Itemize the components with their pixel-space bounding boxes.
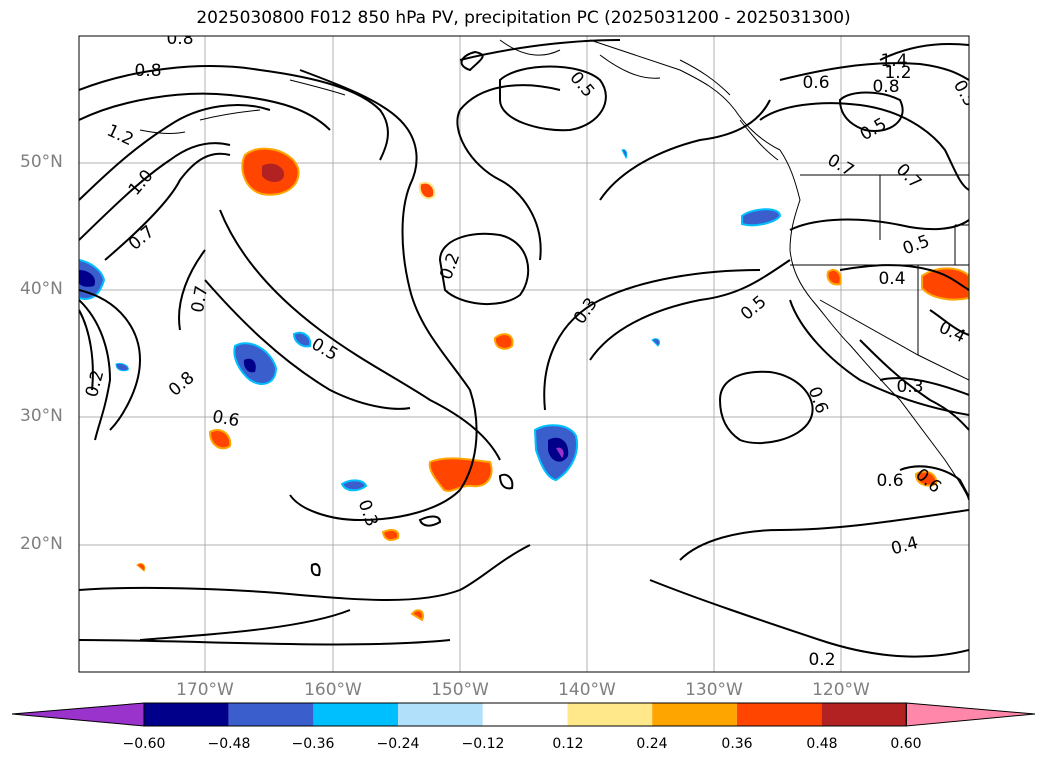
colorbar-segment — [228, 703, 314, 726]
lat-label: 50°N — [20, 152, 63, 172]
lon-label: 170°W — [176, 680, 234, 700]
contour-label: 0.8 — [872, 77, 899, 97]
colorbar-segment — [313, 703, 399, 726]
colorbar-segment — [821, 703, 907, 726]
lat-label: 20°N — [20, 534, 63, 554]
coastline — [139, 39, 969, 501]
pv-contours — [79, 39, 969, 658]
precip-patches — [79, 147, 969, 622]
colorbar-segment — [482, 703, 568, 726]
colorbar-segment — [652, 703, 737, 726]
colorbar-segment — [567, 703, 653, 726]
colorbar-tick-label: 0.36 — [721, 736, 753, 752]
lon-label: 150°W — [431, 680, 489, 700]
colorbar-segment — [144, 703, 229, 726]
contour-label: 1.4 — [880, 51, 907, 71]
lat-label: 30°N — [20, 406, 63, 426]
lon-label: 160°W — [304, 680, 362, 700]
colorbar-tick-label: 0.48 — [806, 736, 838, 752]
contour-label: 0.3 — [896, 377, 923, 397]
colorbar-tick-label: 0.24 — [636, 736, 668, 752]
map-frame — [78, 35, 970, 673]
contour-label: 0.7 — [188, 284, 212, 314]
contour-label: 0.8 — [166, 29, 193, 49]
colorbar-segment — [398, 703, 483, 726]
lat-label: 40°N — [20, 279, 63, 299]
colorbar-tick-label: 0.12 — [552, 736, 584, 752]
map-title: 2025030800 F012 850 hPa PV, precipitatio… — [196, 8, 851, 28]
lon-label: 140°W — [558, 680, 616, 700]
colorbar-tick-label: −0.36 — [291, 736, 335, 752]
colorbar-extend-min — [11, 702, 145, 727]
contour-label: 0.6 — [876, 471, 903, 491]
contour-label: 0.2 — [808, 650, 835, 670]
colorbar-tick-label: −0.12 — [461, 736, 505, 752]
colorbar-extend-max — [905, 702, 1036, 727]
contour-label: 0.8 — [134, 61, 161, 81]
colorbar — [11, 702, 1036, 727]
colorbar-tick-label: −0.24 — [376, 736, 420, 752]
map-frame-bg — [79, 36, 969, 672]
colorbar-tick-label: −0.48 — [207, 736, 251, 752]
contour-label: 0.4 — [878, 269, 905, 289]
lon-label: 130°W — [685, 680, 743, 700]
contour-label: 0.6 — [802, 73, 829, 93]
colorbar-outline — [143, 702, 907, 727]
contour-label: 1.2 — [884, 63, 911, 83]
colorbar-tick-label: −0.60 — [122, 736, 166, 752]
lon-label: 120°W — [812, 680, 870, 700]
contour-label: 0.6 — [211, 407, 241, 431]
colorbar-tick-label: 0.60 — [890, 736, 922, 752]
colorbar-segment — [736, 703, 822, 726]
